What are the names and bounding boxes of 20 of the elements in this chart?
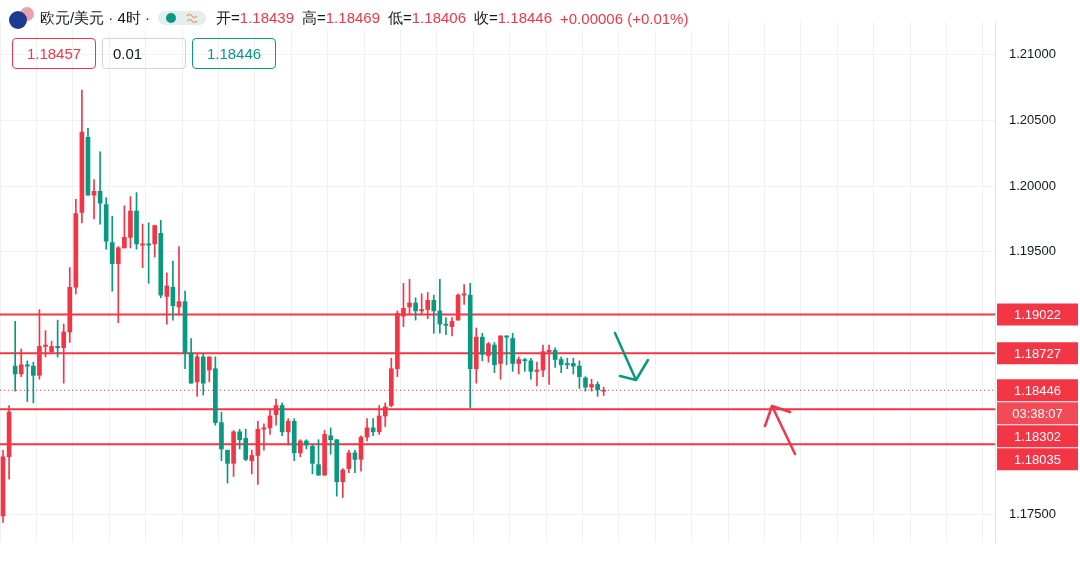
text: 03:38:07 — [1012, 405, 1063, 421]
y-tick-label: 1.20000 — [1009, 177, 1056, 193]
chart-title: 欧元/美元 · 4时 · — [40, 8, 151, 28]
annotation: 高=1.18469 — [302, 8, 381, 26]
annotation: 开=1.18439 — [216, 8, 295, 26]
ref-line-label: 1.18035 — [1014, 451, 1061, 467]
y-tick-label: 1.21000 — [1009, 46, 1056, 62]
ref-line-label: 1.18446 — [1014, 382, 1061, 398]
y-tick-label: 1.20500 — [1009, 111, 1056, 127]
annotation: +0.00006 (+0.01%) — [560, 9, 689, 27]
annotation: 低=1.18406 — [388, 8, 467, 26]
y-tick-label: 1.19500 — [1009, 243, 1056, 259]
ref-line-label: 1.18727 — [1014, 345, 1061, 361]
input-field: 0.01 — [102, 38, 186, 69]
input-field: 1.18457 — [12, 38, 96, 69]
y-tick-label: 1.17500 — [1009, 506, 1056, 522]
annotation: 收=1.18446 — [474, 8, 553, 26]
ref-line-label: 1.19022 — [1014, 307, 1061, 323]
ref-line-label: 1.18302 — [1014, 428, 1061, 444]
input-field: 1.18446 — [192, 38, 276, 69]
